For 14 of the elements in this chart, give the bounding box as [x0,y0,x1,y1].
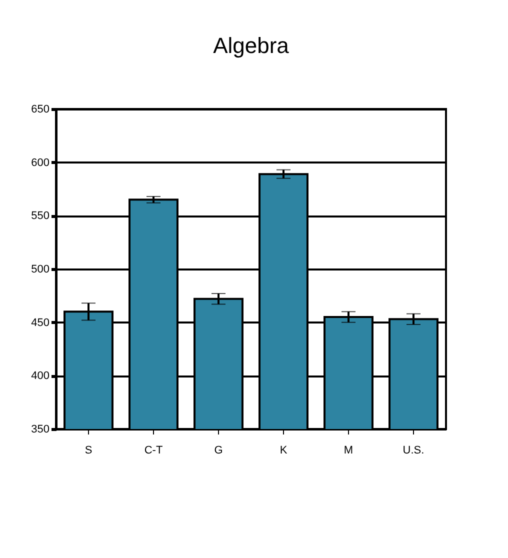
chart-title: Algebra [213,33,290,58]
y-tick-label: 550 [31,210,50,222]
y-tick-label: 450 [31,316,50,329]
x-tick-label: K [280,444,288,456]
x-tick-label: G [214,444,223,456]
y-tick-label: 600 [31,156,50,169]
x-tick-label: C-T [144,444,163,456]
x-tick-label: S [84,444,92,456]
y-tick-label: 400 [31,370,50,382]
y-tick-label: 350 [31,424,50,436]
y-tick-label: 500 [31,264,50,276]
x-tick-label: M [344,444,354,456]
x-tick-label: U.S. [402,444,424,456]
y-tick-label: 650 [31,104,50,116]
